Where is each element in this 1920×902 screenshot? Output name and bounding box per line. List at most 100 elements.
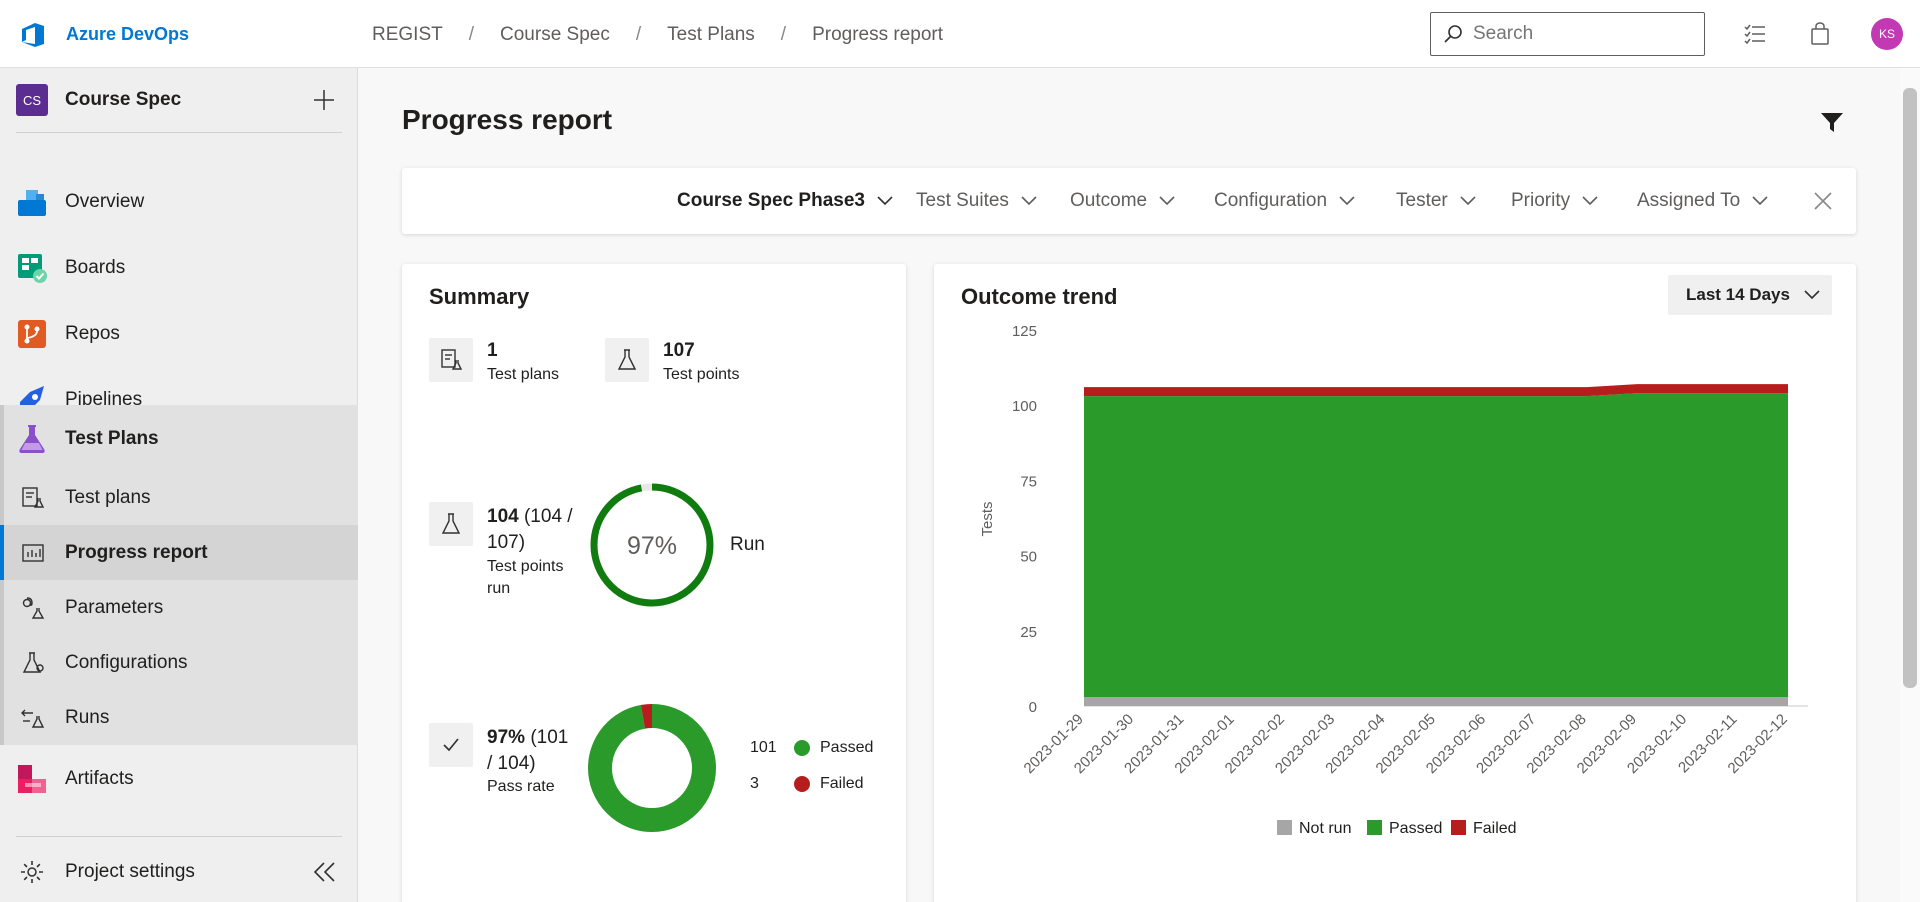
sidebar-item-parameters[interactable]: Parameters <box>0 580 358 635</box>
failed-dot <box>794 776 810 792</box>
task-list-icon[interactable] <box>1743 22 1767 46</box>
breadcrumb: REGIST / Course Spec / Test Plans / Prog… <box>372 24 943 46</box>
filter-label: Outcome <box>1070 190 1148 211</box>
sidebar-item-artifacts[interactable]: Artifacts <box>0 751 358 807</box>
run-ring-fill <box>590 483 714 607</box>
filter-priority[interactable]: Priority <box>1511 190 1598 212</box>
run-count: 104 <box>487 506 519 527</box>
summary-card: Summary 1 Test plans 107 Test points 104… <box>402 264 906 902</box>
outcome-trend-title: Outcome trend <box>961 284 1118 309</box>
sidebar-item-progress-report[interactable]: Progress report <box>0 525 358 580</box>
sidebar-item-test-plans-list[interactable]: Test plans <box>0 470 358 525</box>
filter-outcome[interactable]: Outcome <box>1070 190 1175 212</box>
area-failed <box>1084 384 1788 397</box>
filter-configuration[interactable]: Configuration <box>1214 190 1355 212</box>
sidebar: CS Course Spec Overview Boards Repos <box>0 68 358 902</box>
breadcrumb-hub[interactable]: Test Plans <box>667 24 755 45</box>
chevron-down-icon <box>1752 196 1768 206</box>
area-passed <box>1084 393 1788 697</box>
chevron-down-icon <box>1021 196 1037 206</box>
scrollbar-thumb[interactable] <box>1903 88 1917 688</box>
breadcrumb-project[interactable]: Course Spec <box>500 24 610 45</box>
filter-test-suites[interactable]: Test Suites <box>916 190 1037 212</box>
breadcrumb-org[interactable]: REGIST <box>372 24 443 45</box>
filter-label: Tester <box>1396 190 1448 211</box>
gear-icon <box>21 861 43 883</box>
brand-name[interactable]: Azure DevOps <box>66 24 190 44</box>
test-plan-list-icon <box>22 486 45 508</box>
sidebar-item-boards[interactable]: Boards <box>0 240 358 296</box>
pass-rate: 97% <box>487 727 526 748</box>
y-tick-label: 100 <box>1012 398 1037 415</box>
date-range-label: Last 14 Days <box>1686 285 1790 304</box>
sidebar-item-repos[interactable]: Repos <box>0 306 358 362</box>
date-range-dropdown[interactable]: Last 14 Days <box>1668 275 1832 315</box>
passed-count: 101 <box>750 739 777 756</box>
azure-devops-logo-icon[interactable] <box>18 20 48 50</box>
add-icon[interactable] <box>312 88 336 112</box>
legend-label: Passed <box>1389 820 1442 837</box>
page-title: Progress report <box>402 104 613 135</box>
breadcrumb-separator: / <box>780 24 787 45</box>
failed-slice <box>588 704 716 832</box>
artifacts-icon <box>18 765 46 793</box>
sidebar-item-label: Progress report <box>65 541 208 563</box>
sidebar-item-runs[interactable]: Runs <box>0 690 358 745</box>
summary-title: Summary <box>429 284 530 309</box>
breadcrumb-separator: / <box>635 24 642 45</box>
filter-assigned-to[interactable]: Assigned To <box>1637 190 1768 212</box>
filter-test-plan[interactable]: Course Spec Phase3 <box>677 190 893 212</box>
filter-label: Test Suites <box>916 190 1009 211</box>
test-points-count: 107 <box>663 340 695 361</box>
project-header[interactable]: CS Course Spec <box>16 84 181 116</box>
chevron-down-icon <box>877 196 893 206</box>
passed-slice <box>588 704 716 832</box>
chevron-down-icon <box>1582 196 1598 206</box>
project-settings[interactable]: Project settings <box>0 844 358 900</box>
y-tick-label: 25 <box>1020 624 1037 641</box>
project-badge: CS <box>16 84 48 116</box>
run-word: Run <box>730 534 765 555</box>
search-box[interactable] <box>1430 12 1705 56</box>
pass-rate-donut <box>588 704 716 832</box>
sidebar-item-label: Pipelines <box>65 389 143 410</box>
run-percent: 97% <box>627 532 677 560</box>
checkmark-icon <box>429 723 473 767</box>
outcome-trend-card: Outcome trend Last 14 Days 0 25 50 75 100 125… <box>934 264 1856 902</box>
search-input[interactable] <box>1473 23 1693 45</box>
sidebar-item-test-plans[interactable]: Test Plans <box>0 411 358 467</box>
shopping-bag-icon[interactable] <box>1808 22 1832 46</box>
sidebar-item-label: Test Plans <box>65 428 159 449</box>
sidebar-item-label: Runs <box>65 706 110 728</box>
divider <box>16 836 342 837</box>
sidebar-item-overview[interactable]: Overview <box>0 174 358 230</box>
test-plans-count: 1 <box>487 340 498 361</box>
sidebar-item-pipelines[interactable]: Pipelines <box>0 372 358 428</box>
sidebar-item-configurations[interactable]: Configurations <box>0 635 358 690</box>
y-tick-label: 50 <box>1020 549 1037 566</box>
divider <box>16 132 342 133</box>
user-avatar[interactable]: KS <box>1871 18 1903 50</box>
repos-icon <box>18 320 46 348</box>
pass-detail: (101 / 104) <box>487 727 569 774</box>
filter-tester[interactable]: Tester <box>1396 190 1476 212</box>
test-plan-icon <box>429 338 473 382</box>
filter-bar: Course Spec Phase3 Test Suites Outcome C… <box>402 168 1856 234</box>
area-not-run <box>1084 696 1788 706</box>
test-point-icon <box>429 502 473 546</box>
collapse-sidebar-icon[interactable] <box>312 860 338 884</box>
passed-dot <box>794 740 810 756</box>
run-stat: 104 (104 / 107) <box>487 504 577 556</box>
filter-label: Assigned To <box>1637 190 1741 211</box>
filter-icon[interactable] <box>1820 112 1844 134</box>
configurations-icon <box>22 651 44 673</box>
clear-filters-icon[interactable] <box>1812 190 1834 212</box>
top-bar: Azure DevOps REGIST / Course Spec / Test… <box>0 0 1920 68</box>
y-tick-label: 75 <box>1020 473 1037 490</box>
test-plans-icon <box>19 425 45 453</box>
sidebar-item-label: Configurations <box>65 651 188 673</box>
chevron-down-icon <box>1460 196 1476 206</box>
sidebar-item-label: Artifacts <box>65 768 134 789</box>
breadcrumb-page[interactable]: Progress report <box>812 24 944 45</box>
runs-icon <box>21 709 45 728</box>
